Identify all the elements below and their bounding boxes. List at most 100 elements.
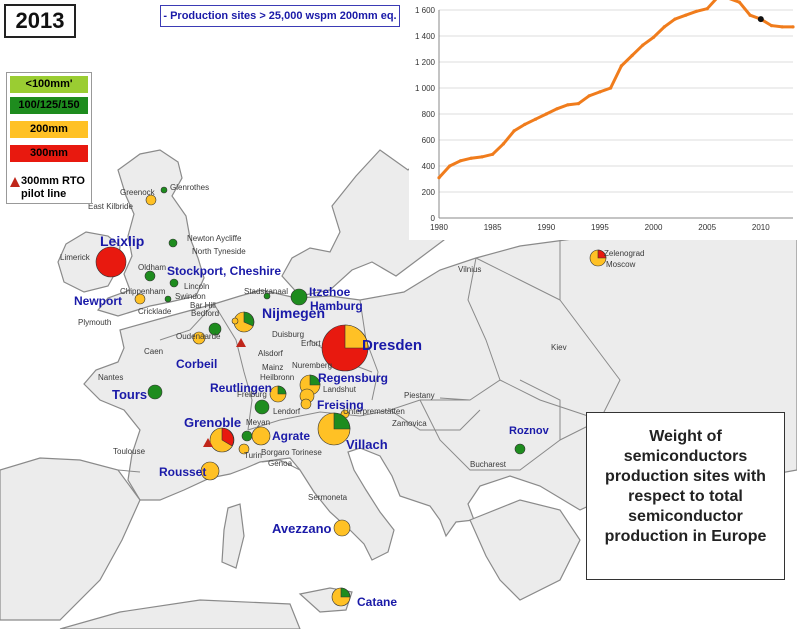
chart-point	[780, 25, 784, 29]
rto-marker-grenoble	[203, 438, 213, 447]
site-newport-marker	[134, 293, 146, 305]
legend: <100mm' 100/125/150 200mm 300mm 300mm RT…	[6, 72, 92, 204]
site-corbeil-marker	[192, 331, 206, 345]
chart-points	[437, 0, 795, 180]
legend-item-rto-pilot-line: 300mm RTO pilot line	[21, 175, 85, 200]
place-label-kiev: Kiev	[551, 343, 567, 352]
chart-point	[641, 43, 645, 47]
site-freising-marker	[300, 398, 312, 410]
site-label-leixlip: Leixlip	[100, 233, 144, 249]
site-label-roznov: Roznov	[509, 425, 550, 437]
place-label-lendorf: Lendorf	[273, 407, 301, 416]
site-itzehoe-marker	[290, 288, 308, 306]
north-africa-land	[59, 599, 301, 629]
chart-y-tick-label: 0	[431, 214, 436, 223]
chart-point	[684, 13, 688, 17]
site-catane-green-slice	[340, 587, 351, 598]
place-label-greenock: Greenock	[120, 188, 156, 197]
chart-y-tick-label: 1 400	[415, 32, 436, 41]
site-label-grenoble: Grenoble	[184, 415, 241, 430]
place-label-mainz: Mainz	[262, 363, 283, 372]
chart-point	[491, 152, 495, 156]
site-label-corbeil: Corbeil	[176, 357, 217, 371]
place-label-stadskanaal: Stadskanaal	[244, 287, 288, 296]
place-label-bedford: Bedford	[191, 309, 219, 318]
place-label-unterpremstatten: Unterpremstätten	[343, 407, 405, 416]
chart-point	[694, 9, 699, 13]
chart-point	[533, 117, 538, 121]
chart-y-tick-label: 800	[422, 110, 436, 119]
chart-point	[609, 86, 613, 90]
site-label-agrate: Agrate	[272, 429, 310, 443]
site-label-freising: Freising	[317, 398, 364, 412]
iberia-land	[0, 457, 141, 621]
place-label-nantes: Nantes	[98, 373, 123, 382]
chart-point	[651, 35, 656, 39]
chart-point	[630, 53, 634, 58]
chart-point	[512, 129, 516, 133]
chart-y-tick-label: 1 000	[415, 84, 436, 93]
chart-x-tick-label: 1990	[537, 223, 555, 232]
place-label-limerick: Limerick	[60, 253, 91, 262]
place-label-oldham: Oldham	[138, 263, 166, 272]
place-label-vilnius: Vilnius	[458, 265, 481, 274]
place-label-caen: Caen	[144, 347, 163, 356]
border-ro	[499, 379, 601, 421]
chart-y-tick-label: 600	[422, 136, 436, 145]
place-label-landshut: Landshut	[323, 385, 357, 394]
place-label-newton-aycliffe: Newton Aycliffe	[187, 234, 242, 243]
border-fr-de	[213, 303, 253, 431]
chart-point	[448, 164, 452, 168]
year-label: 2013	[4, 4, 76, 38]
chart-point	[587, 94, 591, 98]
chart-point	[566, 103, 570, 107]
rto-markers	[203, 338, 246, 447]
chart-point	[748, 13, 752, 17]
chart-point	[791, 25, 795, 29]
site-labels: Leixlip Stockport, Cheshire Newport Itze…	[74, 233, 550, 609]
great-britain-land	[96, 149, 205, 317]
place-label-north-tyneside: North Tyneside	[192, 247, 246, 256]
chart-point	[705, 7, 709, 11]
site-label-villach: Villach	[346, 437, 388, 452]
legend-item-100-150mm: 100/125/150	[10, 97, 88, 114]
place-label-glenrothes: Glenrothes	[170, 183, 209, 192]
chart-point	[501, 142, 505, 146]
site-newton-aycliffe-marker	[168, 238, 178, 248]
site-reutlingen-green-slice	[277, 385, 287, 395]
site-zelenograd-300mm-slice	[597, 249, 607, 259]
place-label-borgaro-torinese: Borgaro Torinese	[261, 448, 322, 457]
site-label-tours: Tours	[112, 387, 147, 402]
site-regensburg-green-slice	[309, 374, 321, 386]
info-line-1: Weight of	[649, 428, 722, 445]
site-dresden-200mm-slice	[344, 324, 369, 349]
site-meyan-marker	[241, 430, 253, 442]
site-grenoble-300mm-slice	[221, 427, 234, 447]
chart-point	[480, 155, 484, 159]
chart-x-tick-label: 2000	[645, 223, 663, 232]
site-stockport-marker	[144, 270, 156, 282]
place-label-piestany: Piestany	[404, 391, 435, 400]
border-de-pl	[359, 299, 379, 401]
chart-point	[523, 122, 527, 126]
site-glenrothes-marker	[160, 186, 168, 194]
rto-marker-belgium	[236, 338, 246, 347]
site-tours-marker	[147, 384, 163, 400]
border-hu	[389, 409, 481, 431]
site-rousset-marker	[200, 461, 220, 481]
site-freiburg-marker	[254, 399, 270, 415]
place-label-duisburg: Duisburg	[272, 330, 304, 339]
info-line-3: production sites with	[605, 468, 766, 485]
site-leixlip-marker	[95, 246, 127, 278]
border-fr-be	[159, 303, 215, 341]
chart-point	[437, 176, 441, 180]
place-label-lincoln: Lincoln	[184, 282, 209, 291]
border-baltic	[475, 257, 561, 301]
place-label-swindon: Swindon	[175, 292, 206, 301]
site-lincoln-marker	[169, 278, 179, 288]
place-label-genoa: Genoa	[268, 459, 293, 468]
site-label-nijmegen: Nijmegen	[262, 305, 325, 321]
site-villach-green-slice	[333, 412, 351, 430]
